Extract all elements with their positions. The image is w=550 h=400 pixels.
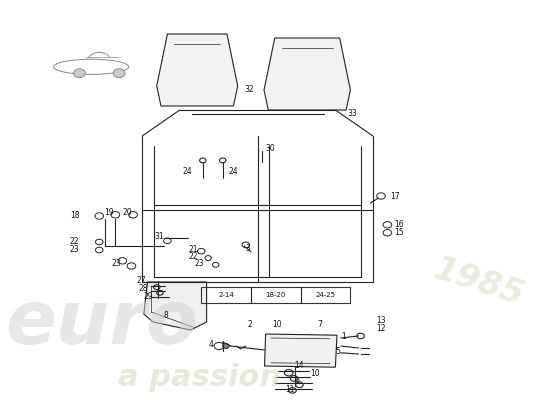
Polygon shape [144,282,207,330]
Polygon shape [265,334,337,367]
Circle shape [113,69,125,78]
Text: 23: 23 [194,260,204,268]
Bar [201,287,350,303]
Circle shape [74,69,85,78]
Text: 2: 2 [248,320,252,329]
Text: 18: 18 [70,211,79,220]
Text: 20: 20 [122,208,132,217]
Polygon shape [157,34,238,106]
Text: 24-25: 24-25 [316,292,336,298]
Text: 32: 32 [244,86,254,94]
Text: 19: 19 [104,208,114,217]
Text: 14: 14 [294,362,304,370]
Text: 4: 4 [208,340,213,349]
Text: 12: 12 [377,324,386,333]
Text: 30: 30 [266,144,276,153]
Text: 10: 10 [273,320,282,329]
Text: 13: 13 [377,316,386,325]
Text: 2-14: 2-14 [218,292,234,298]
Text: 28: 28 [139,284,148,293]
Text: 7: 7 [318,320,322,329]
Text: 21: 21 [189,246,199,254]
Text: 10: 10 [310,370,320,378]
Text: 31: 31 [155,232,164,241]
Text: 23: 23 [112,259,121,268]
Text: 9: 9 [294,378,299,386]
Text: 11: 11 [285,386,295,394]
Text: 15: 15 [394,228,404,237]
Text: 16: 16 [394,220,404,229]
Text: a passion: a passion [118,363,281,392]
Text: 24: 24 [228,167,238,176]
Text: 5: 5 [336,347,340,356]
Text: 22: 22 [70,238,79,246]
Text: 27: 27 [137,276,146,285]
Text: 18-20: 18-20 [266,292,286,298]
Text: 1985: 1985 [430,252,528,312]
Text: 17: 17 [390,192,400,201]
Text: 3: 3 [246,244,251,253]
Text: 29: 29 [144,292,153,301]
Polygon shape [264,38,350,110]
Text: 33: 33 [348,110,358,118]
Text: 22: 22 [189,252,199,261]
Text: euro: euro [6,287,198,360]
Text: 24: 24 [183,167,192,176]
Text: 8: 8 [164,311,168,320]
Text: 1: 1 [341,332,345,341]
Circle shape [223,344,229,348]
Text: 23: 23 [70,246,79,254]
